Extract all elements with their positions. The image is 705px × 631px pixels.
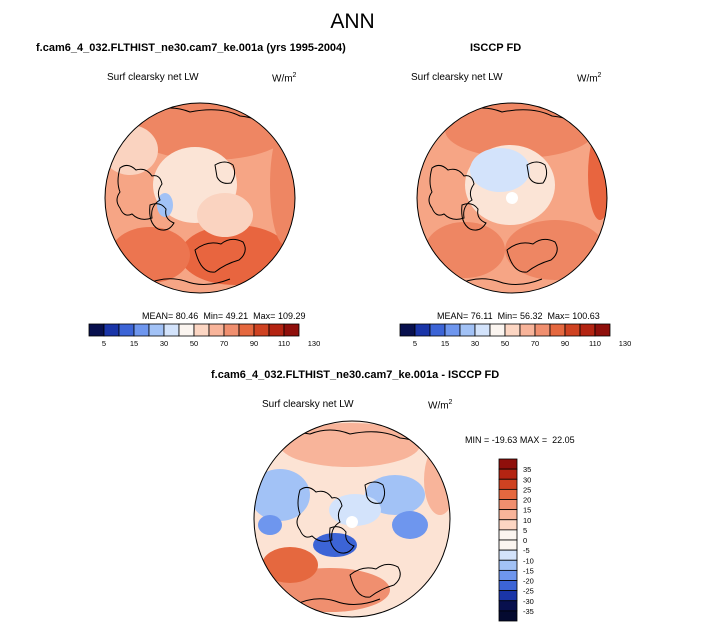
colorbar-swatch bbox=[474, 323, 491, 337]
panel3-map bbox=[254, 421, 450, 617]
colorbar-swatch bbox=[594, 323, 611, 337]
colorbar-tick-label: 90 bbox=[561, 339, 569, 348]
panel1-field-label: Surf clearsky net LW bbox=[107, 72, 199, 83]
colorbar-tick-label: 10 bbox=[523, 516, 531, 525]
colorbar-tick-label: -25 bbox=[523, 587, 534, 596]
colorbar-swatch bbox=[193, 323, 210, 337]
colorbar-tick-label: 70 bbox=[220, 339, 228, 348]
panel2-stats: MEAN= 76.11 Min= 56.32 Max= 100.63 bbox=[437, 311, 600, 321]
colorbar-tick-label: 110 bbox=[278, 339, 290, 348]
colorbar-tick-label: -35 bbox=[523, 607, 534, 616]
panel2-units: W/m2 bbox=[577, 72, 602, 85]
colorbar-swatch bbox=[498, 580, 518, 592]
colorbar-tick-label: 130 bbox=[619, 339, 632, 348]
colorbar-tick-label: 20 bbox=[523, 496, 531, 505]
panel2-title: ISCCP FD bbox=[470, 42, 522, 54]
colorbar-swatch bbox=[133, 323, 150, 337]
colorbar-swatch bbox=[163, 323, 180, 337]
colorbar-swatch bbox=[178, 323, 195, 337]
colorbar-tick-label: 30 bbox=[523, 475, 531, 484]
colorbar-swatch bbox=[534, 323, 551, 337]
colorbar-swatch bbox=[498, 610, 518, 622]
colorbar-swatch bbox=[88, 323, 105, 337]
colorbar-swatch bbox=[103, 323, 120, 337]
colorbar-swatch bbox=[498, 539, 518, 551]
panel1-colorbar: 5 15 30 50 70 90 110 130 bbox=[88, 323, 321, 348]
colorbar-tick-label: 5 bbox=[102, 339, 106, 348]
panel1-stats: MEAN= 80.46 Min= 49.21 Max= 109.29 bbox=[142, 311, 306, 321]
colorbar-swatch bbox=[498, 519, 518, 531]
colorbar-swatch bbox=[498, 559, 518, 571]
colorbar-swatch bbox=[498, 488, 518, 500]
colorbar-swatch bbox=[564, 323, 581, 337]
colorbar-swatch bbox=[118, 323, 135, 337]
colorbar-swatch bbox=[498, 499, 518, 511]
colorbar-swatch bbox=[498, 590, 518, 602]
colorbar-tick-label: 70 bbox=[531, 339, 539, 348]
colorbar-tick-label: -10 bbox=[523, 556, 534, 565]
colorbar-swatch bbox=[429, 323, 446, 337]
colorbar-swatch bbox=[498, 600, 518, 612]
colorbar-tick-label: 50 bbox=[501, 339, 509, 348]
colorbar-swatch bbox=[253, 323, 270, 337]
colorbar-swatch bbox=[498, 549, 518, 561]
panel1-title: f.cam6_4_032.FLTHIST_ne30.cam7_ke.001a (… bbox=[36, 42, 346, 54]
colorbar-tick-label: 5 bbox=[413, 339, 417, 348]
colorbar-swatch bbox=[444, 323, 461, 337]
colorbar-swatch bbox=[498, 458, 518, 470]
colorbar-swatch bbox=[208, 323, 225, 337]
colorbar-swatch bbox=[489, 323, 506, 337]
panel2-map bbox=[417, 103, 607, 293]
colorbar-swatch bbox=[498, 529, 518, 541]
colorbar-swatch bbox=[498, 468, 518, 480]
colorbar-tick-label: -30 bbox=[523, 597, 534, 606]
colorbar-swatch bbox=[498, 509, 518, 521]
colorbar-tick-label: 0 bbox=[523, 536, 527, 545]
colorbar-tick-label: -20 bbox=[523, 577, 534, 586]
panel2-field-label: Surf clearsky net LW bbox=[411, 72, 503, 83]
colorbar-swatch bbox=[238, 323, 255, 337]
colorbar-tick-label: 110 bbox=[589, 339, 601, 348]
colorbar-tick-label: 90 bbox=[250, 339, 258, 348]
colorbar-swatch bbox=[268, 323, 285, 337]
colorbar-swatch bbox=[498, 478, 518, 490]
colorbar-tick-label: 5 bbox=[523, 526, 527, 535]
colorbar-swatch bbox=[504, 323, 521, 337]
panel2-colorbar: 5 15 30 50 70 90 110 130 bbox=[399, 323, 632, 348]
colorbar-swatch bbox=[414, 323, 431, 337]
colorbar-tick-label: 15 bbox=[130, 339, 138, 348]
colorbar-swatch bbox=[579, 323, 596, 337]
colorbar-tick-label: 25 bbox=[523, 485, 531, 494]
panel1-units: W/m2 bbox=[272, 72, 297, 85]
colorbar-tick-label: 30 bbox=[160, 339, 168, 348]
colorbar-swatch bbox=[459, 323, 476, 337]
panel3-stats: MIN = -19.63 MAX = 22.05 bbox=[465, 435, 575, 445]
colorbar-tick-label: 130 bbox=[308, 339, 321, 348]
figure-title: ANN bbox=[330, 10, 375, 33]
colorbar-swatch bbox=[399, 323, 416, 337]
colorbar-tick-label: -15 bbox=[523, 566, 534, 575]
colorbar-tick-label: -5 bbox=[523, 546, 530, 555]
panel3-units: W/m2 bbox=[428, 399, 453, 412]
colorbar-swatch bbox=[498, 569, 518, 581]
colorbar-tick-label: 15 bbox=[523, 506, 531, 515]
panel3-title: f.cam6_4_032.FLTHIST_ne30.cam7_ke.001a -… bbox=[211, 369, 500, 381]
colorbar-swatch bbox=[283, 323, 300, 337]
colorbar-swatch bbox=[549, 323, 566, 337]
colorbar-tick-label: 35 bbox=[523, 465, 531, 474]
colorbar-tick-label: 15 bbox=[441, 339, 449, 348]
colorbar-swatch bbox=[148, 323, 165, 337]
colorbar-swatch bbox=[519, 323, 536, 337]
colorbar-swatch bbox=[223, 323, 240, 337]
colorbar-tick-label: 30 bbox=[471, 339, 479, 348]
colorbar-tick-label: 50 bbox=[190, 339, 198, 348]
panel3-field-label: Surf clearsky net LW bbox=[262, 399, 354, 410]
